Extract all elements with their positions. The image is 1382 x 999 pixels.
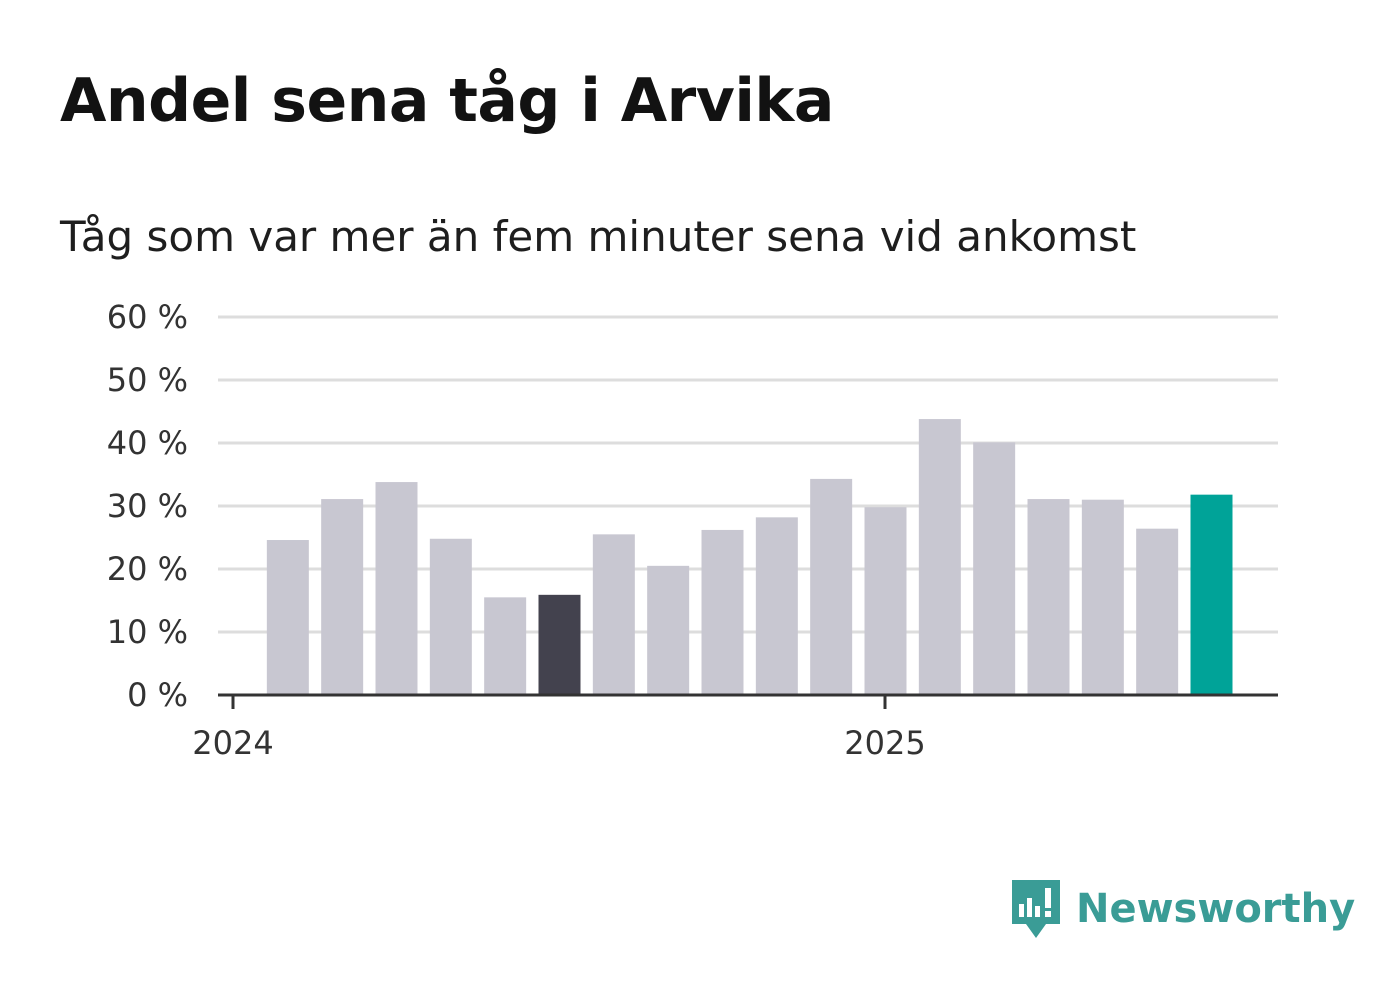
y-tick-label: 30 % xyxy=(107,487,188,525)
bar xyxy=(864,507,907,695)
chart-title: Andel sena tåg i Arvika xyxy=(60,66,834,136)
bar xyxy=(538,594,581,695)
bar xyxy=(1190,494,1233,695)
bar xyxy=(321,499,364,695)
y-tick-label: 60 % xyxy=(107,298,188,336)
brand-logo: Newsworthy xyxy=(1010,878,1355,940)
bars xyxy=(266,419,1233,695)
bar xyxy=(1136,528,1179,695)
x-tick-label: 2025 xyxy=(844,724,925,762)
bar xyxy=(484,597,527,695)
bar xyxy=(592,534,635,695)
bar xyxy=(1027,499,1070,695)
y-tick-label: 40 % xyxy=(107,424,188,462)
y-tick-label: 20 % xyxy=(107,550,188,588)
bar xyxy=(755,517,798,695)
bar xyxy=(918,419,961,695)
bar xyxy=(375,482,418,695)
newsworthy-logo-icon xyxy=(1012,880,1060,938)
x-tick-label: 2024 xyxy=(192,724,273,762)
y-axis-ticks: 0 % 10 % 20 % 30 % 40 % 50 % 60 % xyxy=(107,298,188,714)
bar xyxy=(266,540,309,695)
bar xyxy=(1081,499,1124,695)
bar xyxy=(810,478,853,695)
y-tick-label: 10 % xyxy=(107,613,188,651)
y-tick-label: 0 % xyxy=(127,676,188,714)
chart-subtitle: Tåg som var mer än fem minuter sena vid … xyxy=(60,212,1137,261)
bar xyxy=(429,538,472,695)
brand-name: Newsworthy xyxy=(1076,886,1356,932)
bar xyxy=(647,565,690,695)
bar xyxy=(701,529,744,695)
bar xyxy=(973,442,1016,695)
y-tick-label: 50 % xyxy=(107,361,188,399)
x-axis-ticks: 2024 2025 xyxy=(192,695,926,762)
